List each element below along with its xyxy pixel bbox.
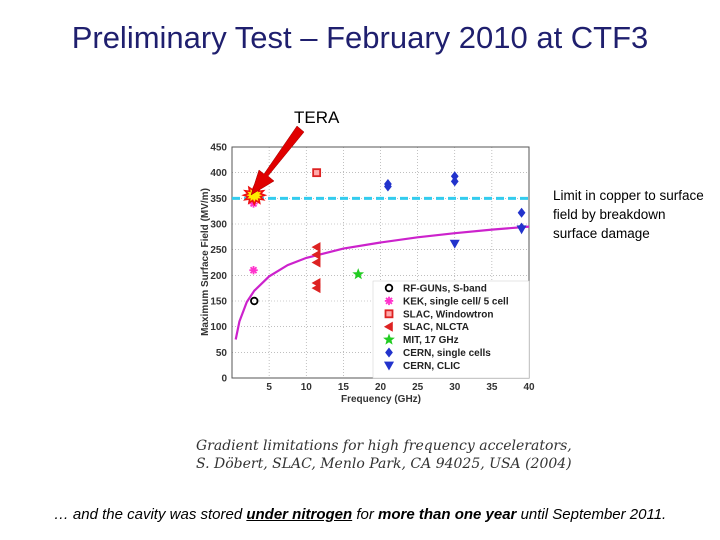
tera-label: TERA: [294, 108, 340, 127]
tera-arrow-icon: [250, 125, 305, 196]
y-tick-label: 150: [210, 297, 227, 308]
curve-breakdown-limit: [234, 225, 530, 340]
y-tick-label: 200: [210, 271, 227, 282]
point-cern-single-cells: [384, 181, 392, 192]
burst-inner: [246, 188, 263, 202]
x-tick-label: 5: [266, 382, 272, 393]
x-tick-label: 15: [338, 382, 350, 393]
footer-post: until September 2011.: [516, 506, 667, 523]
point-rf-guns-s-band: [250, 296, 259, 306]
legend-box: [372, 280, 530, 379]
footer-mid: for: [352, 506, 379, 523]
point-cern-single-cells: [517, 207, 526, 218]
y-tick-label: 450: [210, 143, 227, 154]
legend-label-slac-windowtron: SLAC, Windowtron: [403, 309, 493, 320]
legend-marker-cern-single-cells: [385, 347, 393, 358]
legend-label-cern-clic: CERN, CLIC: [403, 361, 460, 372]
caption-line-2: S. Döbert, SLAC, Menlo Park, CA 94025, U…: [196, 456, 572, 472]
footer-duration: more than one year: [378, 506, 517, 523]
x-tick-label: 35: [486, 382, 498, 393]
legend-label-slac-nlcta: SLAC, NLCTA: [403, 322, 469, 333]
reference-caption: Gradient limitations for high frequency …: [196, 437, 572, 473]
point-cern-single-cells: [450, 176, 459, 187]
point-kek-single-cell-5-cell: [249, 266, 258, 275]
x-tick-label: 30: [449, 382, 461, 393]
point-cern-clic: [516, 225, 527, 235]
point-slac-nlcta: [311, 283, 321, 294]
legend-label-rf-guns-s-band: RF-GUNs, S-band: [403, 284, 487, 295]
legend-marker-rf-guns-s-band: [384, 283, 394, 293]
legend-marker-cern-clic: [383, 361, 395, 371]
x-tick-label: 10: [301, 382, 313, 393]
point-mit-17-ghz: [352, 268, 365, 280]
x-tick-label: 20: [375, 382, 387, 393]
slide-title: Preliminary Test – February 2010 at CTF3: [71, 20, 649, 55]
y-axis-label: Maximum Surface Field (MV/m): [200, 188, 211, 336]
legend-marker-mit-17-ghz: [383, 333, 395, 345]
x-axis-label: Frequency (GHz): [341, 394, 421, 405]
legend-label-mit-17-ghz: MIT, 17 GHz: [403, 335, 459, 346]
y-tick-label: 250: [210, 245, 227, 256]
x-tick-label: 25: [412, 382, 424, 393]
footer-pre: … and the cavity was stored: [53, 506, 247, 523]
y-tick-label: 0: [221, 374, 227, 385]
footer-note: … and the cavity was stored under nitrog…: [0, 506, 720, 523]
legend-marker-kek-single-cell-5-cell: [384, 296, 394, 306]
x-tick-labels: 5 10 15 20 25 30 35 40: [266, 382, 535, 393]
tera-burst-icon: [241, 184, 268, 207]
y-tick-label: 100: [210, 322, 227, 333]
limit-curves: [234, 225, 530, 340]
point-slac-windowtron: [312, 168, 322, 178]
legend-marker-slac-nlcta: [383, 321, 393, 332]
copper-limit-note: Limit in copper to surface field by brea…: [553, 188, 704, 241]
legend-label-kek-single-cell-5-cell: KEK, single cell/ 5 cell: [403, 296, 509, 307]
y-tick-label: 300: [210, 220, 227, 231]
x-tick-label: 40: [523, 382, 535, 393]
y-tick-label: 400: [210, 168, 227, 179]
y-tick-labels: 0 50 100 150 200 250 300 350 400 450: [210, 143, 227, 385]
legend-marker-slac-windowtron: [384, 309, 394, 319]
point-slac-nlcta: [311, 242, 321, 253]
point-slac-nlcta: [311, 249, 321, 260]
point-cern-clic: [449, 239, 460, 249]
legend-label-cern-single-cells: CERN, single cells: [403, 348, 491, 359]
caption-line-1: Gradient limitations for high frequency …: [196, 438, 572, 454]
y-tick-label: 50: [216, 348, 228, 359]
point-slac-nlcta: [311, 257, 321, 268]
y-tick-label: 350: [210, 194, 227, 205]
footer-nitrogen: under nitrogen: [246, 506, 353, 523]
